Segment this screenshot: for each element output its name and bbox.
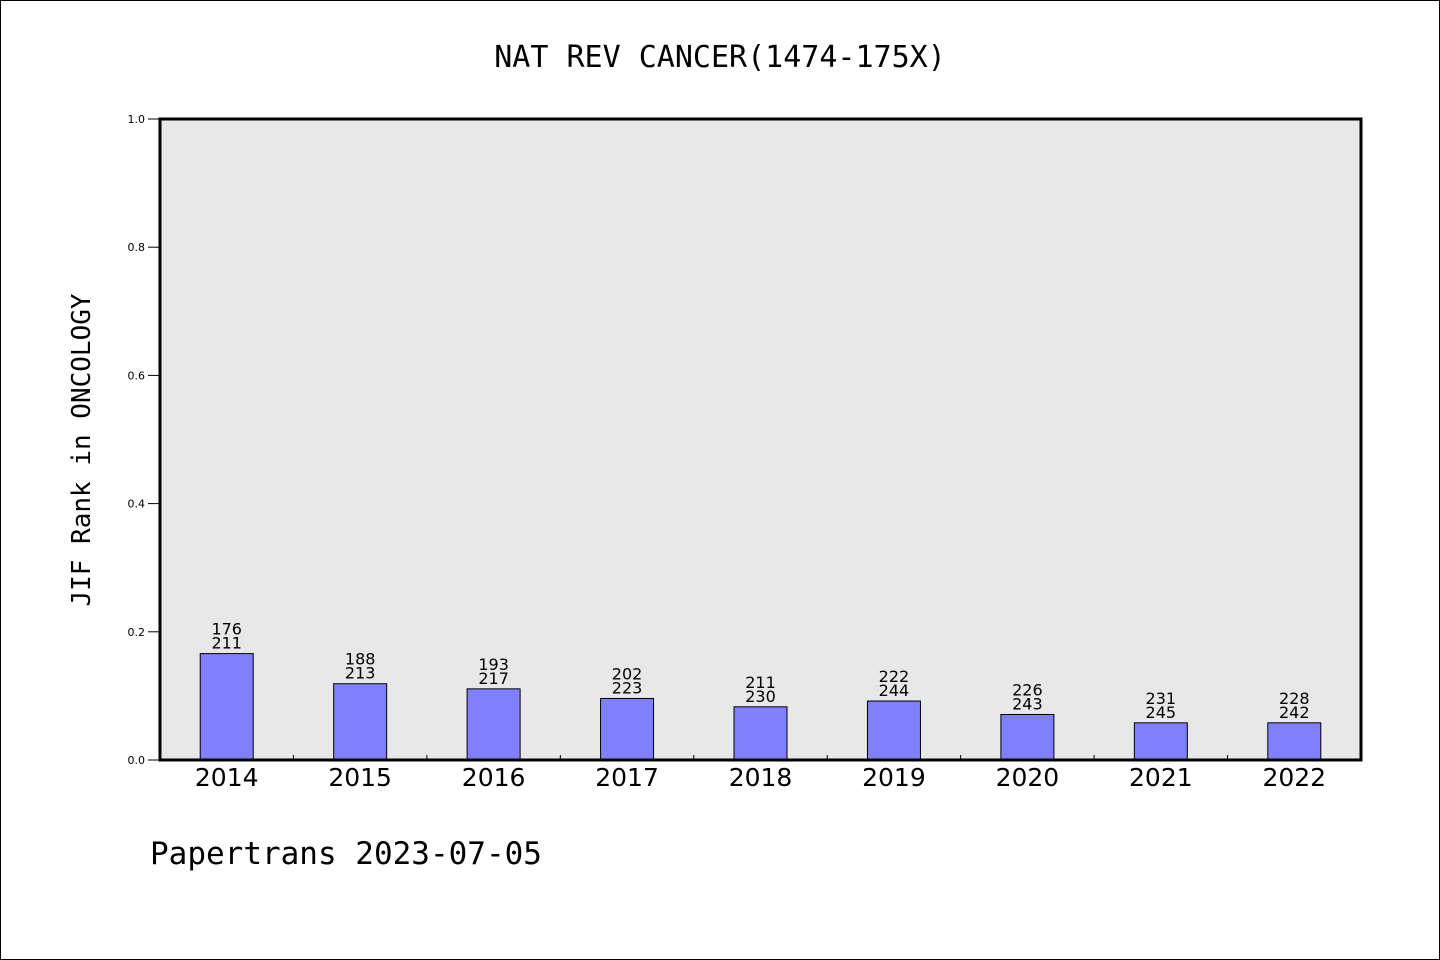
y-axis-label: JIF Rank in ONCOLOGY bbox=[67, 293, 97, 606]
x-tick-label: 2014 bbox=[195, 763, 259, 792]
x-tick-label: 2019 bbox=[862, 763, 926, 792]
x-tick-label: 2020 bbox=[996, 763, 1060, 792]
rank-label: 228 bbox=[1279, 689, 1310, 708]
bars bbox=[199, 653, 1322, 761]
x-tick-label: 2015 bbox=[328, 763, 392, 792]
x-tick-label: 2018 bbox=[729, 763, 793, 792]
total-label: 244 bbox=[879, 681, 910, 700]
bar-2014 bbox=[199, 653, 254, 761]
y-tick-label: 0.6 bbox=[128, 369, 146, 382]
total-label: 242 bbox=[1279, 703, 1310, 722]
bar-2019 bbox=[866, 700, 921, 761]
y-axis: 0.0 0.2 0.4 0.6 0.8 1.0 bbox=[128, 113, 146, 767]
total-label: 217 bbox=[478, 669, 509, 688]
bar-2018 bbox=[733, 706, 788, 761]
rank-label: 193 bbox=[478, 655, 509, 674]
x-tick-label: 2017 bbox=[595, 763, 659, 792]
y-tick-label: 0.4 bbox=[128, 498, 146, 511]
plot-area bbox=[160, 119, 1361, 760]
bar-2020 bbox=[1000, 713, 1055, 761]
total-label: 230 bbox=[745, 687, 776, 706]
y-tick-label: 0.8 bbox=[128, 241, 146, 254]
total-label: 245 bbox=[1146, 703, 1177, 722]
rank-label: 202 bbox=[612, 664, 643, 683]
total-label: 213 bbox=[345, 664, 376, 683]
rank-label: 222 bbox=[879, 667, 910, 686]
rank-label: 188 bbox=[345, 650, 376, 669]
x-tick-label: 2016 bbox=[462, 763, 526, 792]
total-label: 223 bbox=[612, 678, 643, 697]
chart-title: NAT REV CANCER(1474-175X) bbox=[494, 40, 946, 75]
bar-2017 bbox=[600, 697, 655, 761]
bar-2022 bbox=[1267, 722, 1322, 761]
bar-2021 bbox=[1133, 722, 1188, 761]
total-label: 211 bbox=[211, 634, 242, 653]
bar-2016 bbox=[466, 688, 521, 761]
y-tick-label: 1.0 bbox=[128, 113, 146, 126]
bar-2015 bbox=[333, 683, 388, 761]
y-tick-label: 0.0 bbox=[128, 754, 146, 767]
rank-label: 231 bbox=[1146, 689, 1177, 708]
x-tick-label: 2022 bbox=[1262, 763, 1326, 792]
footer-text: Papertrans 2023-07-05 bbox=[150, 836, 542, 872]
x-axis: 2014 2015 2016 2017 2018 2019 2020 2021 2022 bbox=[195, 763, 1326, 792]
y-tick-label: 0.2 bbox=[128, 626, 146, 639]
rank-label: 226 bbox=[1012, 680, 1043, 699]
rank-label: 176 bbox=[211, 620, 242, 639]
rank-label: 211 bbox=[745, 673, 776, 692]
total-label: 243 bbox=[1012, 694, 1043, 713]
plot-border bbox=[158, 117, 1363, 762]
x-tick-label: 2021 bbox=[1129, 763, 1193, 792]
